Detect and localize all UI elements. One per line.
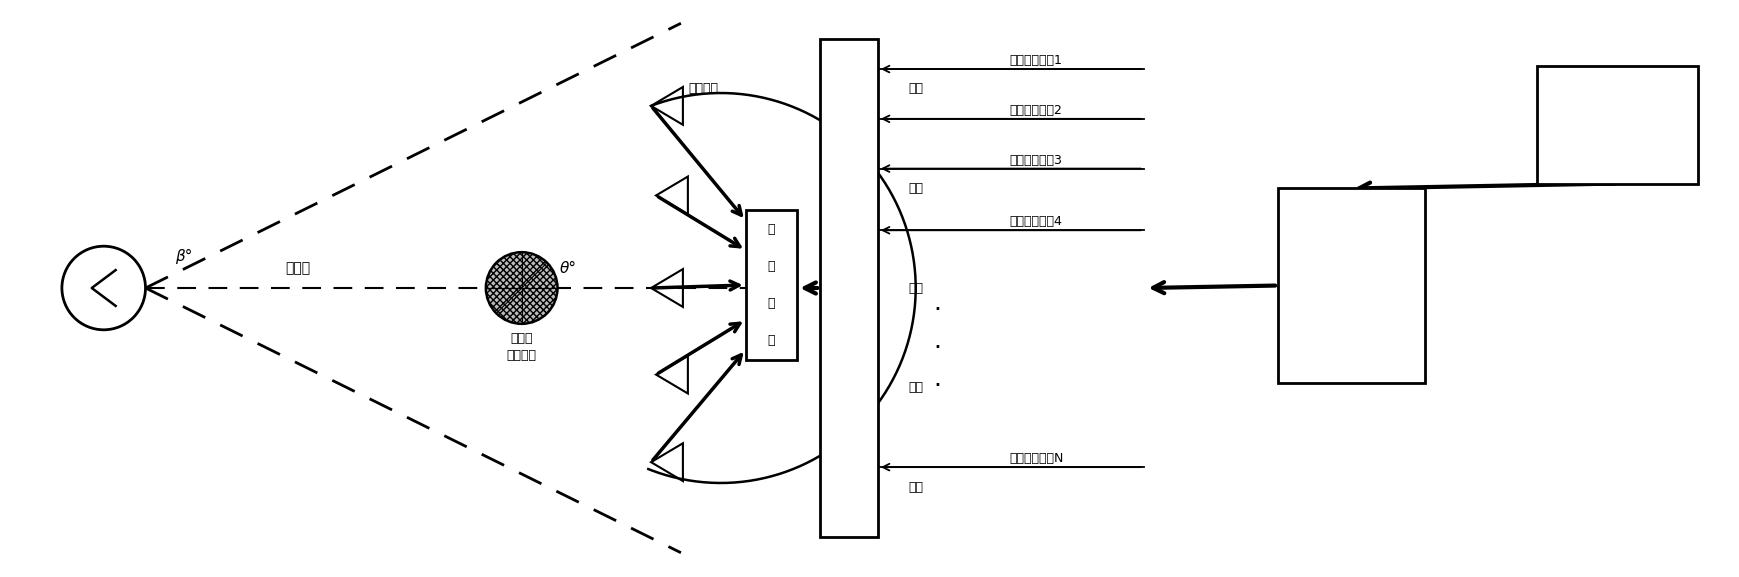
Text: 轴心线: 轴心线 [285, 261, 310, 275]
Circle shape [485, 252, 558, 324]
Text: 合: 合 [767, 223, 776, 235]
Text: 卫星导航信号2: 卫星导航信号2 [1009, 104, 1063, 117]
FancyBboxPatch shape [746, 211, 798, 359]
Text: 卫星导航信号N: 卫星导航信号N [1009, 452, 1064, 465]
Text: ·: · [934, 373, 943, 398]
Text: β°: β° [176, 249, 193, 264]
FancyBboxPatch shape [1537, 66, 1697, 183]
Text: 卫星导航信号3: 卫星导航信号3 [1009, 153, 1063, 167]
Text: 多输出导航: 多输出导航 [1332, 270, 1370, 283]
Text: 信号: 信号 [908, 282, 923, 294]
Text: 卫星导航信号4: 卫星导航信号4 [1009, 215, 1063, 228]
Text: 号: 号 [767, 335, 776, 347]
Text: 信号模拟器: 信号模拟器 [1332, 288, 1370, 301]
Text: 信: 信 [767, 297, 776, 310]
Text: 路: 路 [767, 260, 776, 273]
Text: 仿真控制: 仿真控制 [1602, 109, 1633, 122]
Text: 多路: 多路 [908, 83, 923, 95]
Text: ·: · [934, 336, 943, 359]
Text: 设备: 设备 [908, 481, 923, 493]
Text: 导航: 导航 [908, 182, 923, 195]
Text: ·: · [934, 298, 943, 322]
Text: 卫星导航信号1: 卫星导航信号1 [1009, 54, 1063, 67]
Text: 接入: 接入 [908, 381, 923, 394]
FancyBboxPatch shape [821, 39, 878, 537]
Text: 计算机: 计算机 [1607, 128, 1629, 140]
FancyBboxPatch shape [1278, 189, 1426, 383]
Text: 接收端
载体转台: 接收端 载体转台 [506, 332, 537, 362]
Text: 辐射天线: 辐射天线 [689, 83, 718, 95]
Text: θ°: θ° [560, 261, 577, 276]
